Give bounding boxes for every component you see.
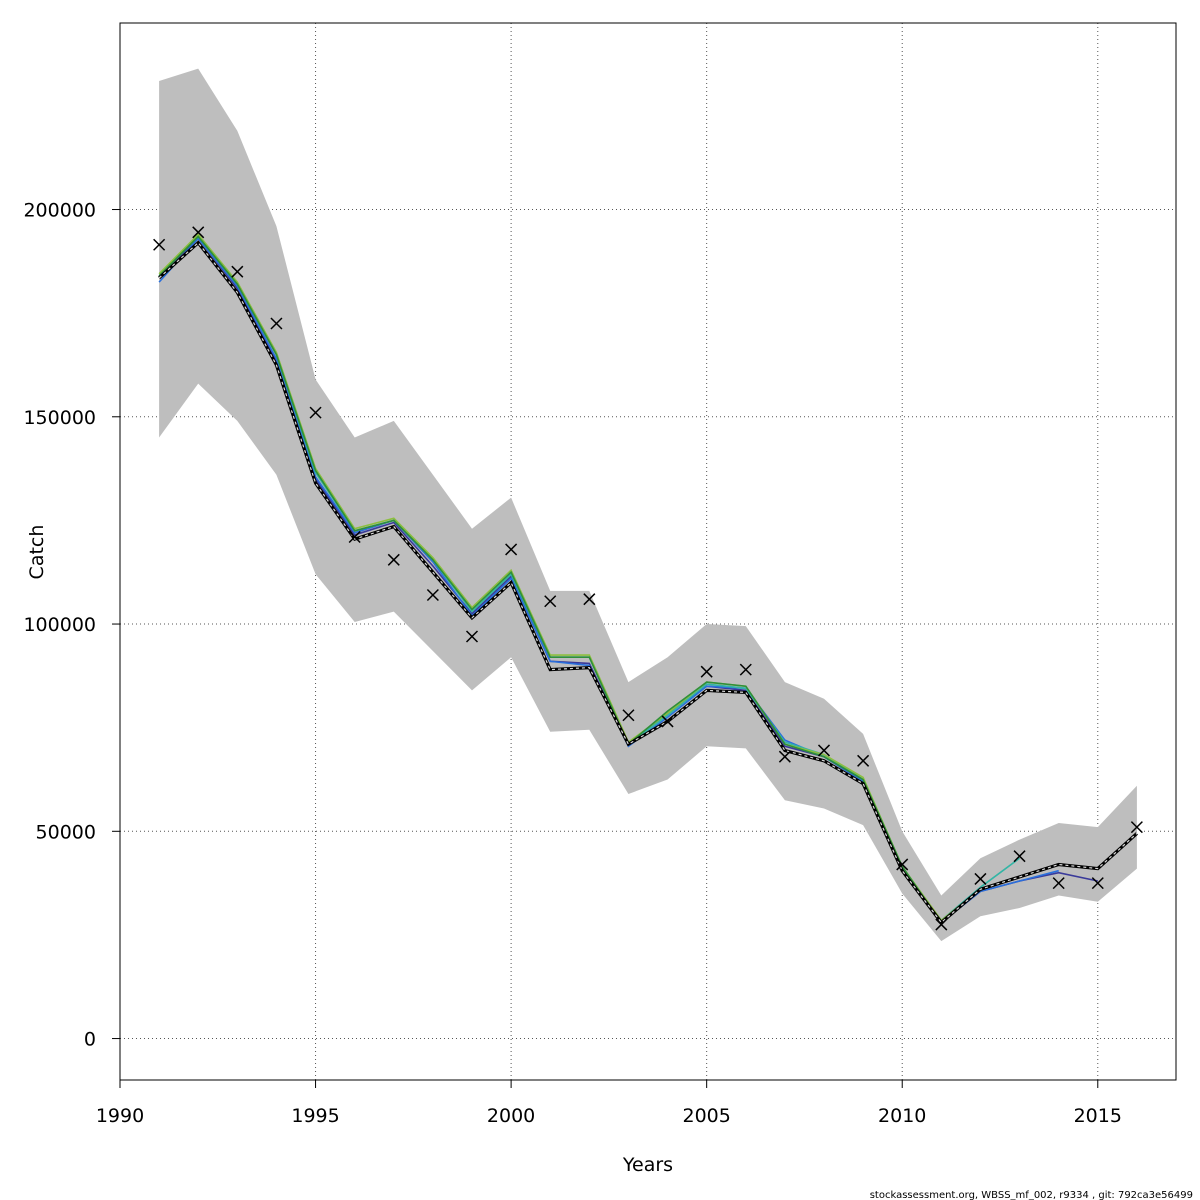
observed-point [857,754,870,767]
observed-cross-stroke [465,630,479,643]
y-tick-label: 0 [84,1029,96,1051]
observed-cross-stroke [700,665,713,678]
plot-frame [119,22,1177,1081]
y-axis-title: Catch [26,525,48,580]
observed-cross-stroke [1091,877,1104,890]
observed-cross-stroke [426,588,439,602]
observed-cross-stroke [544,595,557,608]
observed-point [778,750,791,763]
observed-cross-stroke [622,709,635,722]
observed-point [426,588,439,602]
observed-point [387,553,400,566]
y-tick-label: 200000 [23,200,96,222]
x-tick-label: 1995 [291,1105,339,1127]
observed-cross-stroke [153,238,166,251]
observed-point [1091,877,1104,890]
observed-point [1052,877,1065,890]
observed-cross-stroke [231,265,244,278]
observed-cross-stroke [583,593,596,606]
observed-point [465,630,479,643]
observed-point [935,918,948,931]
footer-credit: stockassessment.org, WBSS_mf_002, r9334 … [870,1190,1193,1200]
observed-point [505,543,518,556]
observed-cross-stroke [192,226,205,239]
y-tick-label: 150000 [23,407,96,429]
observed-point [622,709,635,722]
observed-point [192,226,205,239]
observed-point [270,317,283,330]
observed-points-layer [153,226,1143,931]
observed-point [739,663,752,676]
x-tick-label: 2010 [878,1105,926,1127]
observed-cross-stroke [1052,877,1065,890]
observed-point [583,593,596,606]
observed-point [896,858,909,871]
observed-point [974,872,987,885]
observed-point [661,715,674,728]
observed-point [348,530,361,544]
confidence-band-layer [159,68,1137,942]
observed-point [231,265,244,278]
observed-point [700,665,713,678]
observed-cross-stroke [778,750,791,763]
y-tick-label: 100000 [23,614,96,636]
x-tick-label: 1990 [96,1105,144,1127]
observed-cross-stroke [1013,850,1026,863]
observed-cross-stroke [739,663,752,676]
x-tick-label: 2000 [487,1105,535,1127]
observed-cross-stroke [896,858,909,871]
observed-point [817,744,831,757]
observed-cross-stroke [387,553,400,566]
x-tick-label: 2005 [682,1105,730,1127]
x-axis-title: Years [622,1154,673,1176]
observed-cross-stroke [505,543,518,556]
observed-cross-stroke [661,715,674,728]
estimate-line-dash [158,241,1138,924]
y-tick-label: 50000 [36,821,96,843]
observed-cross-stroke [857,754,870,767]
observed-cross-stroke [817,744,831,757]
observed-cross-stroke [348,530,361,544]
series-layer [158,233,1138,925]
grid-lines [120,23,1176,1080]
observed-cross-stroke [1130,821,1143,834]
observed-point [544,595,557,608]
observed-point [1013,850,1026,863]
observed-cross-stroke [935,918,948,931]
observed-point [309,406,322,419]
axes: 1990 1995 2000 2005 2010 2015 0 50000 100000 1500… [23,200,1121,1127]
observed-cross-stroke [309,406,322,419]
observed-point [1130,821,1143,834]
confidence-band [159,68,1137,942]
observed-point [153,238,166,251]
observed-cross-stroke [974,872,987,885]
observed-cross-stroke [270,317,283,330]
retro-series-line [158,235,942,923]
x-tick-label: 2015 [1074,1105,1122,1127]
